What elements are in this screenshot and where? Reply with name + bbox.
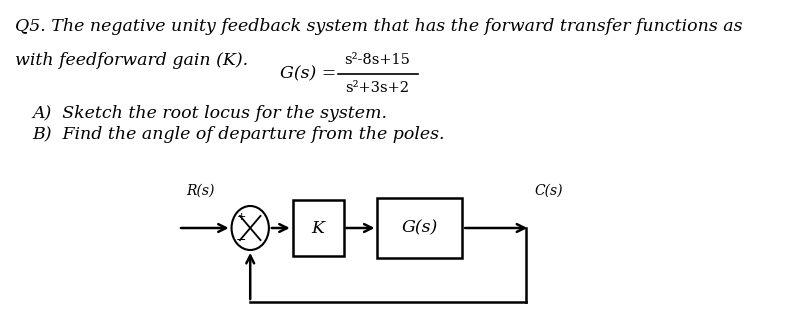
Circle shape: [231, 206, 269, 250]
Text: G(s): G(s): [402, 219, 438, 237]
Text: R(s): R(s): [186, 184, 215, 198]
Text: A)  Sketch the root locus for the system.: A) Sketch the root locus for the system.: [32, 105, 387, 122]
Text: +: +: [237, 212, 246, 222]
Text: s²-8s+15: s²-8s+15: [345, 53, 410, 67]
Text: with feedforward gain (K).: with feedforward gain (K).: [15, 52, 248, 69]
Text: C(s): C(s): [534, 184, 563, 198]
Text: s²+3s+2: s²+3s+2: [346, 81, 410, 95]
Text: K: K: [311, 219, 325, 237]
Text: B)  Find the angle of departure from the poles.: B) Find the angle of departure from the …: [32, 126, 445, 143]
Text: −: −: [236, 233, 246, 247]
Text: G(s) =: G(s) =: [280, 66, 336, 82]
Text: Q5. The negative unity feedback system that has the forward transfer functions a: Q5. The negative unity feedback system t…: [15, 18, 742, 35]
Bar: [378, 198, 462, 258]
Bar: [293, 200, 343, 256]
